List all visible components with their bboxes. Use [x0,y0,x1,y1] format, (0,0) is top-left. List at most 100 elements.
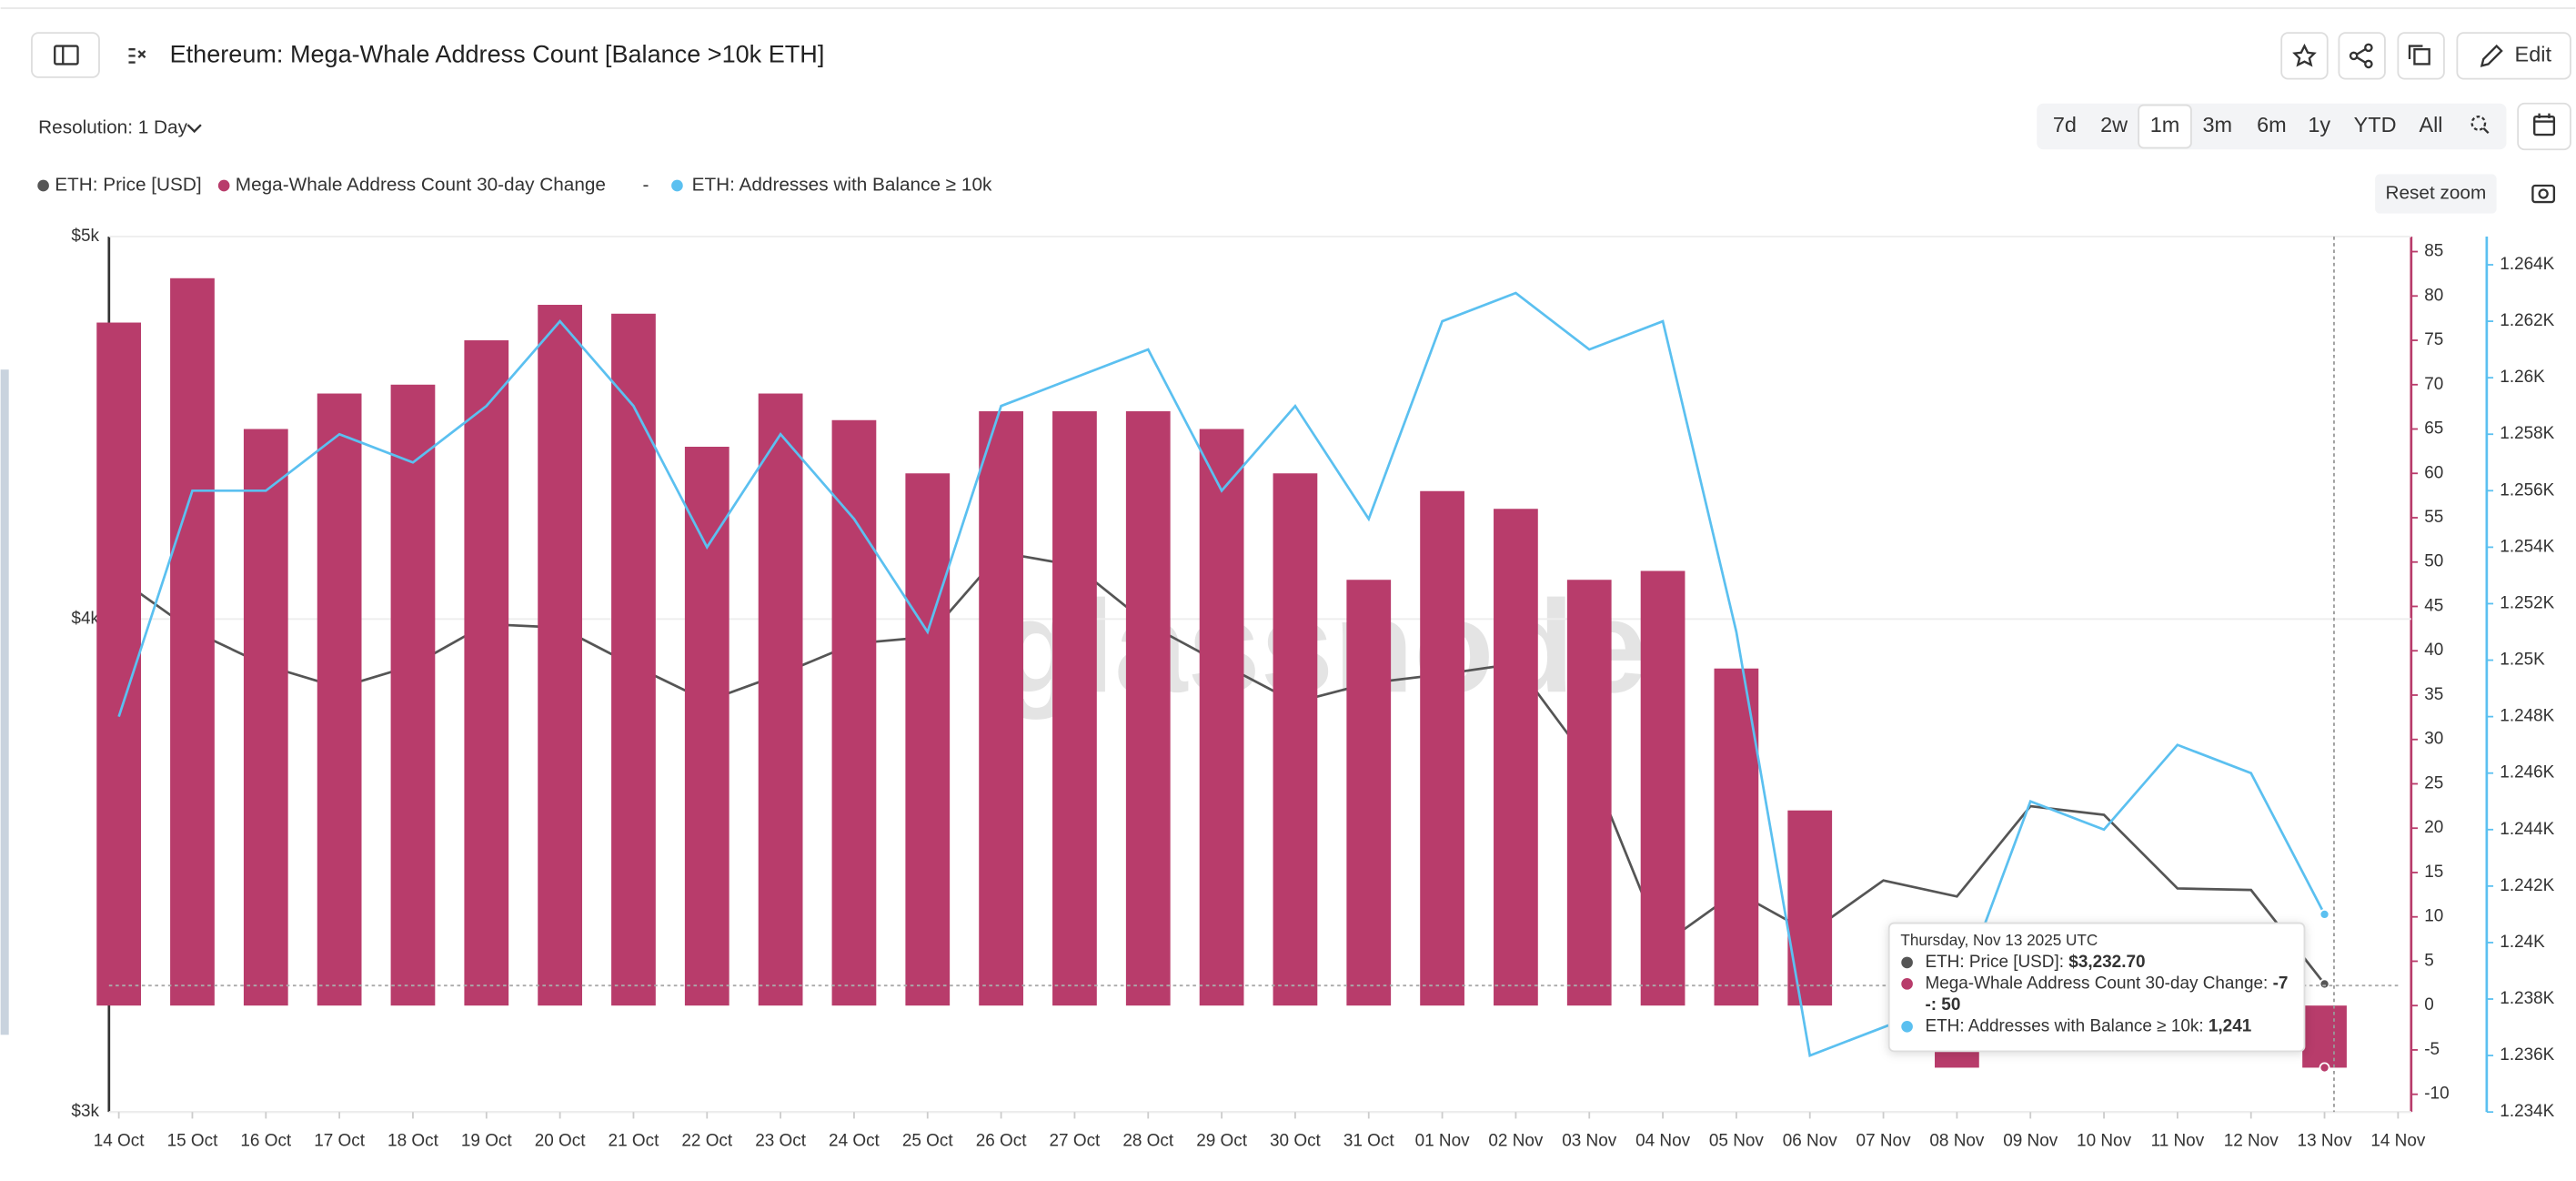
y2-tick-label: 70 [2424,375,2443,394]
range-button[interactable]: 3m [2202,113,2232,136]
bar [684,447,730,1006]
legend-label[interactable]: ETH: Addresses with Balance ≥ 10k [692,174,992,195]
camera-icon[interactable] [2531,184,2556,204]
calendar-button[interactable] [2517,102,2571,151]
y3-tick-label: 1.256K [2500,480,2554,500]
y3-tick-label: 1.264K [2500,255,2554,274]
y2-tick-label: 65 [2424,419,2443,439]
range-button[interactable]: 7d [2053,113,2077,136]
range-button[interactable]: All [2419,113,2442,136]
y3-tick-label: 1.254K [2500,537,2554,556]
y2-tick-label: 25 [2424,773,2443,792]
legend-marker [37,179,49,192]
tooltip: Thursday, Nov 13 2025 UTC ETH: Price [US… [1887,922,2306,1053]
side-strip [0,369,9,1035]
x-tick-label: 07 Nov [1857,1132,1912,1151]
y2-tick-label: 10 [2424,907,2443,926]
reset-zoom-label: Reset zoom [2386,183,2487,204]
x-tick-label: 13 Nov [2298,1132,2353,1151]
range-button[interactable]: 6m [2257,113,2287,136]
range-label: YTD [2354,113,2397,136]
range-button[interactable]: YTD [2354,113,2397,136]
x-tick-label: 15 Oct [167,1132,219,1151]
bar [538,305,582,1006]
x-tick-label: 25 Oct [902,1132,954,1151]
sidebar-toggle[interactable] [31,32,100,78]
range-selected [2138,104,2192,149]
bar [611,313,656,1006]
bar [1346,580,1392,1006]
bar [1787,810,1833,1006]
y3-tick-label: 1.24K [2500,933,2545,952]
star-button[interactable] [2280,32,2329,80]
x-tick-label: 10 Nov [2077,1132,2132,1151]
bar [1714,668,1759,1006]
edit-button[interactable]: Edit [2456,32,2571,80]
range-label: 2w [2100,113,2128,136]
range-button[interactable]: 1y [2308,113,2330,136]
x-tick-label: 03 Nov [1562,1132,1617,1151]
hover-point [2319,978,2330,990]
x-tick-label: 22 Oct [681,1132,733,1151]
bar [170,278,215,1006]
chart-title: Ethereum: Mega-Whale Address Count [Bala… [170,40,825,68]
bar [1640,570,1685,1006]
bar [390,384,436,1006]
y2-tick-label: -5 [2424,1040,2440,1059]
bar [1420,490,1464,1006]
y2-tick-label: 35 [2424,685,2443,704]
range-button[interactable]: 2w [2100,113,2128,136]
range-buttons: 7d 2w 1m 3m 6m 1y YTD All [2053,104,2443,149]
bar [1494,509,1538,1006]
zoom-select-icon[interactable] [2470,116,2490,135]
x-tick-label: 12 Nov [2224,1132,2279,1151]
y3-tick-label: 1.248K [2500,707,2554,726]
y3-tick-label: 1.252K [2500,593,2554,612]
y3-tick-label: 1.246K [2500,763,2554,782]
range-label: 1m [2150,113,2180,136]
x-tick-label: 27 Oct [1050,1132,1102,1151]
y2-tick-label: 55 [2424,508,2443,527]
reset-zoom-button[interactable]: Reset zoom [2375,174,2497,214]
x-tick-label: 28 Oct [1122,1132,1174,1151]
filter-icon[interactable] [128,47,146,64]
x-tick-label: 20 Oct [535,1132,587,1151]
x-tick-label: 16 Oct [240,1132,292,1151]
range-button[interactable]: 1m [2138,104,2192,149]
y2-tick-label: 0 [2424,995,2434,1014]
bar [464,340,509,1006]
bar [317,393,362,1006]
bar [1566,580,1612,1006]
y3-tick-label: 1.242K [2500,876,2554,895]
y2-tick-label: 30 [2424,730,2443,749]
copy-button[interactable] [2397,32,2445,80]
bar [96,322,142,1006]
y2-tick-label: 15 [2424,863,2443,882]
share-button[interactable] [2338,32,2386,80]
hover-point [2319,1062,2330,1074]
x-tick-label: 04 Nov [1635,1132,1691,1151]
edit-label: Edit [2515,43,2552,66]
y3-tick-label: 1.234K [2500,1102,2554,1121]
x-tick-label: 14 Oct [94,1132,146,1151]
legend-label[interactable]: ETH: Price [USD] [55,174,201,195]
resolution-select[interactable]: Resolution: 1 Day [38,116,202,137]
x-tick-label: 31 Oct [1343,1132,1395,1151]
x-tick-label: 17 Oct [314,1132,366,1151]
y2-tick-label: 85 [2424,242,2443,261]
legend-marker [217,179,230,192]
x-tick-label: 02 Nov [1488,1132,1544,1151]
range-label: All [2419,113,2442,136]
resolution-label: Resolution: 1 Day [38,116,187,137]
bar [758,393,803,1006]
legend-dash: - [643,174,649,195]
bar [905,473,951,1006]
legend-label[interactable]: Mega-Whale Address Count 30-day Change [236,174,606,195]
x-tick-label: 29 Oct [1196,1132,1248,1151]
y3-tick-label: 1.236K [2500,1045,2554,1065]
y3-tick-label: 1.26K [2500,368,2545,387]
tooltip-row: Mega-Whale Address Count 30-day Change: … [1925,974,2288,993]
range-label: 3m [2202,113,2232,136]
